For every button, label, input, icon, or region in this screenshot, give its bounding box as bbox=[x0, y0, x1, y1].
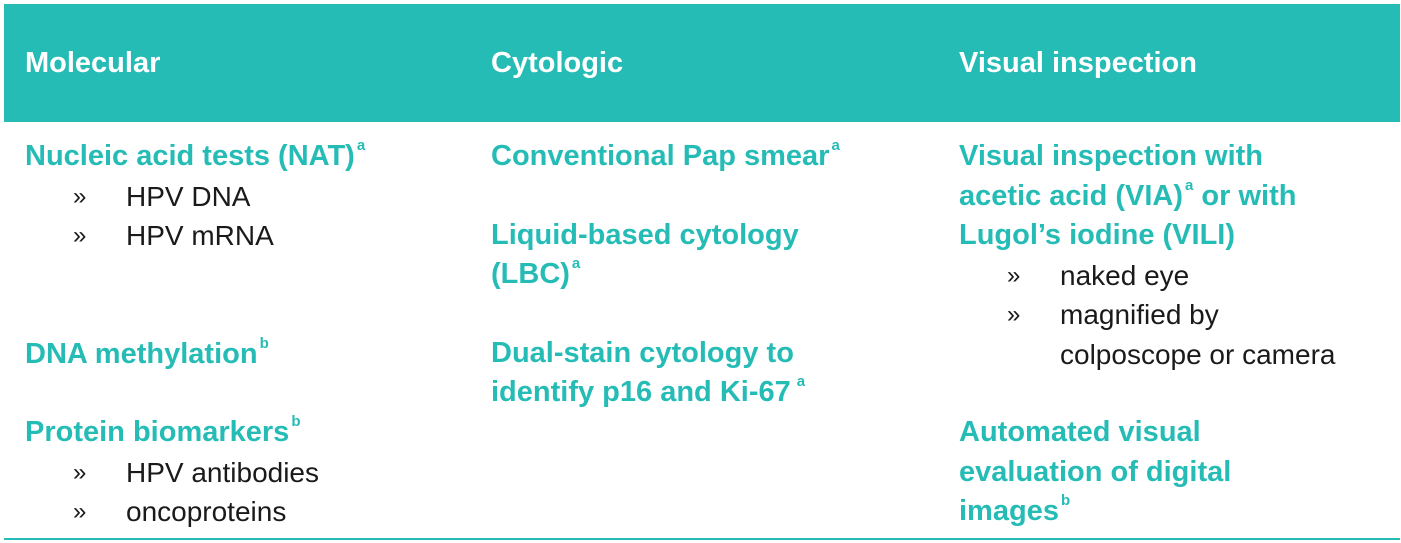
entry-protein-biomarkers: Protein biomarkers b » HPV antibodies » onc… bbox=[25, 413, 465, 532]
footnote-marker: a bbox=[571, 255, 581, 273]
bullet-list: » HPV DNA » HPV mRNA bbox=[25, 177, 465, 256]
bullet-marker: » bbox=[1007, 261, 1021, 289]
bullet-marker: » bbox=[73, 222, 87, 249]
entry-title: Nucleic acid tests (NAT) bbox=[25, 140, 355, 172]
entry-title-line1: Visual inspection with bbox=[959, 140, 1264, 172]
entry-automated-visual: Automated visual evaluation of digital i… bbox=[959, 413, 1399, 532]
list-item: » oncoproteins bbox=[25, 492, 465, 532]
footnote-marker: a bbox=[796, 373, 806, 391]
entry-title-line2: evaluation of digital bbox=[959, 455, 1232, 488]
column-visual-inspection: Visual inspection with acetic acid (VIA)… bbox=[959, 137, 1399, 532]
list-item: » HPV DNA bbox=[25, 177, 465, 217]
footnote-marker: b bbox=[291, 413, 301, 431]
table-header: Molecular Cytologic Visual inspection bbox=[4, 4, 1400, 122]
entry-title-line1: Dual-stain cytology to bbox=[491, 336, 794, 369]
entry-title-line3: Lugol’s iodine (VILI) bbox=[959, 219, 1236, 251]
bullet-marker: » bbox=[73, 498, 87, 525]
column-molecular: Nucleic acid tests (NAT) a » HPV DNA » HPV … bbox=[25, 137, 465, 532]
entry-title-line1: Automated visual bbox=[959, 416, 1201, 448]
entry-title: Conventional Pap smear bbox=[491, 140, 830, 172]
entry-via-vili: Visual inspection with acetic acid (VIA)… bbox=[959, 137, 1399, 374]
entry-nat: Nucleic acid tests (NAT) a » HPV DNA » HPV … bbox=[25, 137, 465, 256]
entry-title-line3: images bbox=[959, 495, 1059, 527]
entry-lbc: Liquid-based cytology (LBC) a bbox=[491, 216, 941, 295]
entry-title-line2: (LBC) bbox=[491, 258, 570, 290]
entry-dna-methylation: DNA methylation b bbox=[25, 335, 465, 375]
list-item-continuation: colposcope or camera bbox=[1060, 338, 1336, 370]
footnote-marker: b bbox=[259, 334, 269, 352]
bullet-marker: » bbox=[1007, 301, 1021, 328]
list-item: » HPV mRNA bbox=[25, 216, 465, 256]
entry-title: Protein biomarkers bbox=[25, 416, 290, 448]
footnote-marker: b bbox=[1060, 492, 1071, 510]
bullet-list: » HPV antibodies » oncoproteins bbox=[25, 453, 465, 532]
footnote-marker: a bbox=[1185, 176, 1194, 194]
bullet-marker: » bbox=[73, 458, 87, 486]
list-item: » magnified by bbox=[959, 295, 1399, 335]
header-visual-inspection: Visual inspection bbox=[959, 47, 1197, 79]
footnote-marker: a bbox=[356, 137, 366, 155]
entry-title-line2-suffix: or with bbox=[1193, 179, 1297, 212]
list-item: » naked eye bbox=[959, 256, 1399, 296]
entry-pap-smear: Conventional Pap smear a bbox=[491, 137, 941, 177]
entry-title-line2: identify p16 and Ki-67 bbox=[491, 376, 791, 408]
bullet-list: » naked eye » magnified by colposcope or c… bbox=[959, 256, 1399, 375]
header-molecular: Molecular bbox=[25, 47, 161, 79]
entry-title-line2: acetic acid (VIA) bbox=[959, 179, 1184, 212]
footnote-marker: a bbox=[831, 137, 840, 155]
bottom-divider bbox=[4, 538, 1400, 540]
bullet-marker: » bbox=[73, 182, 87, 210]
header-cytologic: Cytologic bbox=[491, 47, 624, 79]
column-cytologic: Conventional Pap smear a Liquid-based cyt… bbox=[491, 137, 941, 413]
entry-dual-stain: Dual-stain cytology to identify p16 and … bbox=[491, 334, 941, 413]
list-item: » HPV antibodies bbox=[25, 453, 465, 493]
entry-title: DNA methylation bbox=[25, 337, 258, 370]
entry-title-line1: Liquid-based cytology bbox=[491, 218, 799, 251]
